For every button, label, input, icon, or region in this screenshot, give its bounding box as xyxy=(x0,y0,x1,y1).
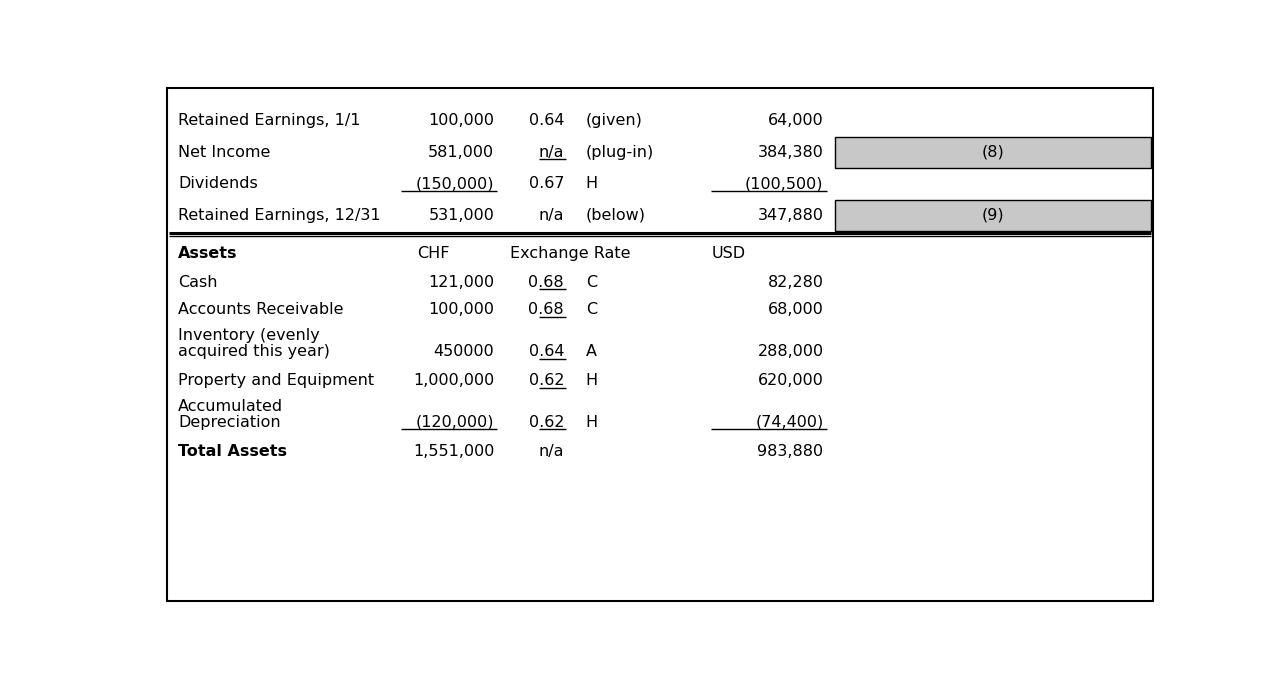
Text: 0.64: 0.64 xyxy=(528,113,564,128)
Text: (9): (9) xyxy=(981,208,1005,223)
Text: USD: USD xyxy=(711,246,746,261)
Text: 531,000: 531,000 xyxy=(429,208,495,223)
Text: 64,000: 64,000 xyxy=(768,113,823,128)
Text: (below): (below) xyxy=(586,208,645,223)
Text: Dividends: Dividends xyxy=(178,177,258,192)
Text: 0.62: 0.62 xyxy=(528,415,564,430)
Text: 581,000: 581,000 xyxy=(428,145,495,160)
Text: 0.68: 0.68 xyxy=(528,302,564,317)
Text: 384,380: 384,380 xyxy=(757,145,823,160)
Text: 347,880: 347,880 xyxy=(757,208,823,223)
Text: (150,000): (150,000) xyxy=(416,177,495,192)
Text: Total Assets: Total Assets xyxy=(178,444,287,459)
Text: (100,500): (100,500) xyxy=(746,177,823,192)
Text: H: H xyxy=(586,177,598,192)
Text: 288,000: 288,000 xyxy=(757,344,823,359)
Text: 1,000,000: 1,000,000 xyxy=(413,373,495,388)
Text: H: H xyxy=(586,373,598,388)
Text: Assets: Assets xyxy=(178,246,237,261)
Text: Net Income: Net Income xyxy=(178,145,270,160)
Text: C: C xyxy=(586,302,596,317)
Text: Accumulated: Accumulated xyxy=(178,399,283,414)
Text: (74,400): (74,400) xyxy=(755,415,823,430)
Text: n/a: n/a xyxy=(538,444,564,459)
Text: 983,880: 983,880 xyxy=(757,444,823,459)
Text: 0.62: 0.62 xyxy=(528,373,564,388)
Text: Cash: Cash xyxy=(178,275,218,290)
Text: H: H xyxy=(586,415,598,430)
Text: CHF: CHF xyxy=(417,246,450,261)
Text: acquired this year): acquired this year) xyxy=(178,344,330,359)
Text: Property and Equipment: Property and Equipment xyxy=(178,373,375,388)
Text: Inventory (evenly: Inventory (evenly xyxy=(178,328,319,343)
Text: 68,000: 68,000 xyxy=(768,302,823,317)
Text: 1,551,000: 1,551,000 xyxy=(413,444,495,459)
Text: 0.68: 0.68 xyxy=(528,275,564,290)
Bar xyxy=(835,136,1151,168)
Text: Accounts Receivable: Accounts Receivable xyxy=(178,302,344,317)
Bar xyxy=(835,200,1151,231)
Text: C: C xyxy=(586,275,596,290)
Text: 100,000: 100,000 xyxy=(428,113,495,128)
Text: (plug-in): (plug-in) xyxy=(586,145,654,160)
Text: (given): (given) xyxy=(586,113,643,128)
Text: n/a: n/a xyxy=(538,145,564,160)
Text: 0.67: 0.67 xyxy=(528,177,564,192)
Text: (8): (8) xyxy=(981,145,1005,160)
Text: n/a: n/a xyxy=(538,208,564,223)
Text: A: A xyxy=(586,344,596,359)
Text: 82,280: 82,280 xyxy=(768,275,823,290)
Text: 121,000: 121,000 xyxy=(428,275,495,290)
Text: Retained Earnings, 12/31: Retained Earnings, 12/31 xyxy=(178,208,381,223)
Text: Exchange Rate: Exchange Rate xyxy=(510,246,630,261)
Text: 450000: 450000 xyxy=(434,344,495,359)
Text: 620,000: 620,000 xyxy=(757,373,823,388)
Text: Retained Earnings, 1/1: Retained Earnings, 1/1 xyxy=(178,113,361,128)
Text: 100,000: 100,000 xyxy=(428,302,495,317)
Text: 0.64: 0.64 xyxy=(528,344,564,359)
Text: (120,000): (120,000) xyxy=(416,415,495,430)
Text: Depreciation: Depreciation xyxy=(178,415,281,430)
